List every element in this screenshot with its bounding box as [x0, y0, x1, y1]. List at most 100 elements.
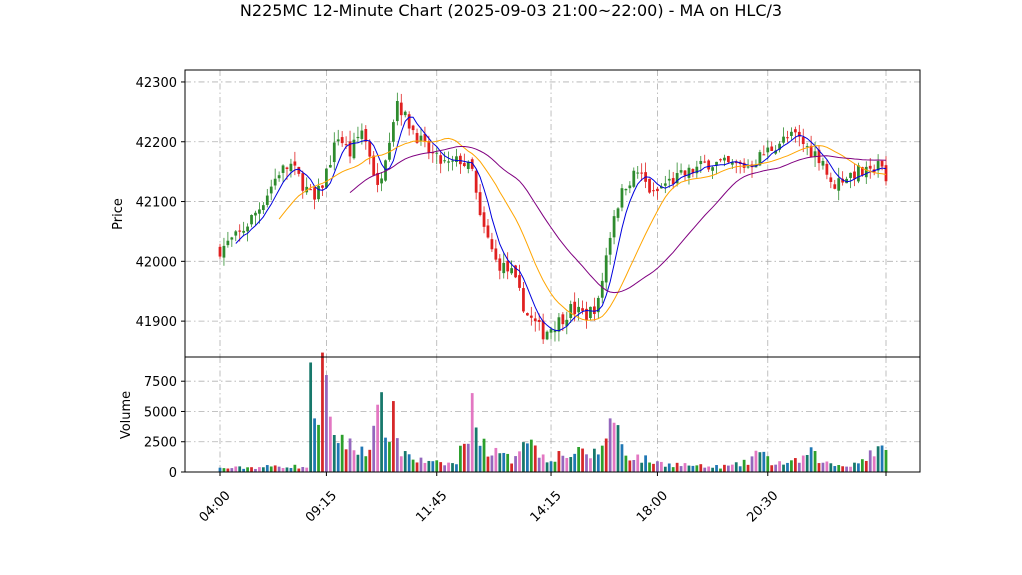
- volume-bar: [853, 462, 856, 472]
- candle-body: [470, 159, 474, 169]
- candle-body: [778, 143, 781, 150]
- volume-bar: [321, 352, 324, 472]
- volume-bar: [380, 392, 383, 472]
- volume-bar: [348, 438, 352, 472]
- candle-body: [313, 187, 316, 200]
- volume-bar: [860, 459, 864, 472]
- candle-body: [608, 237, 612, 255]
- volume-bar: [837, 465, 841, 472]
- volume-bar: [809, 447, 813, 472]
- candle-body: [380, 178, 383, 184]
- volume-bar: [494, 447, 498, 472]
- candle-body: [254, 212, 257, 216]
- volume-bar: [325, 375, 328, 472]
- volume-bar: [675, 462, 679, 472]
- price-grid: [185, 70, 920, 357]
- volume-bar: [336, 443, 340, 472]
- candle-body: [250, 214, 253, 225]
- candle-body: [636, 172, 640, 174]
- volume-bar: [297, 468, 301, 472]
- volume-bar: [226, 468, 230, 472]
- candle-body: [277, 175, 281, 179]
- volume-bar: [360, 446, 364, 472]
- chart-title: N225MC 12-Minute Chart (2025-09-03 21:00…: [240, 1, 782, 20]
- volume-bar: [506, 453, 510, 472]
- volume-bar: [277, 466, 281, 472]
- volume-bar: [486, 456, 490, 472]
- volume-bar: [845, 466, 848, 472]
- volume-tick-label: 7500: [144, 375, 177, 390]
- candle-body: [687, 167, 691, 178]
- volume-bar: [707, 466, 711, 472]
- candle-body: [533, 318, 537, 322]
- volume-bar: [821, 462, 825, 472]
- volume-bar: [419, 457, 423, 472]
- volume-bar: [880, 445, 884, 472]
- volume-bar: [884, 449, 888, 472]
- volume-bar: [407, 454, 411, 472]
- volume-bar: [703, 467, 707, 472]
- candle-body: [549, 329, 553, 333]
- volume-bar: [738, 466, 742, 472]
- volume-bar: [510, 463, 514, 472]
- candle-body: [218, 246, 222, 257]
- candle-body: [352, 139, 356, 159]
- volume-bar: [372, 425, 376, 472]
- volume-bar: [805, 454, 809, 472]
- volume-bar: [616, 425, 620, 472]
- volume-bar: [455, 464, 458, 472]
- candle-body: [589, 306, 592, 319]
- volume-bar: [427, 460, 431, 472]
- price-frame: [184, 69, 921, 358]
- candle-body: [494, 248, 498, 260]
- candle-body: [786, 137, 789, 139]
- candle-body: [325, 168, 328, 188]
- volume-bar: [285, 467, 289, 472]
- volume-grid: [185, 357, 920, 472]
- volume-bar: [600, 445, 604, 472]
- candle-body: [246, 226, 249, 232]
- volume-bar: [490, 455, 494, 472]
- price-tick-label: 42200: [136, 136, 177, 151]
- price-tick-label: 42100: [136, 196, 177, 211]
- volume-bar: [801, 455, 805, 472]
- volume-bar: [711, 467, 714, 472]
- candle-body: [289, 163, 293, 172]
- volume-panel: 0 2500 5000 7500 Volume: [119, 352, 921, 481]
- candle-body: [455, 156, 458, 163]
- volume-bar: [242, 468, 246, 472]
- volume-bar: [581, 448, 584, 472]
- candle-body: [715, 161, 718, 166]
- candle-body: [628, 185, 632, 189]
- volume-bar: [451, 463, 454, 472]
- volume-bar: [829, 463, 833, 472]
- candle-body: [498, 258, 502, 271]
- candle-body: [648, 178, 651, 193]
- x-tick-label: 20:30: [744, 488, 781, 525]
- volume-bar: [553, 461, 557, 472]
- volume-bar: [309, 362, 313, 472]
- volume-bar: [261, 467, 265, 472]
- candle-body: [699, 160, 703, 165]
- volume-bar: [754, 450, 758, 472]
- candle-body: [652, 190, 655, 192]
- volume-bar: [435, 460, 439, 472]
- candle-body: [258, 209, 261, 214]
- candle-body: [411, 125, 415, 131]
- candle-body: [514, 265, 517, 278]
- volume-bar: [758, 452, 762, 472]
- candle-body: [407, 114, 411, 129]
- candle-body: [557, 317, 561, 332]
- candle-body: [376, 172, 380, 185]
- volume-bars: [218, 352, 888, 472]
- volume-bar: [332, 434, 336, 472]
- candle-body: [265, 195, 269, 205]
- volume-bar: [281, 467, 285, 472]
- volume-bar: [624, 455, 628, 472]
- candle-body: [368, 141, 372, 157]
- candle-body: [790, 131, 793, 136]
- x-tick-label: 04:00: [197, 488, 234, 525]
- volume-bar: [813, 451, 817, 472]
- candle-body: [238, 230, 242, 232]
- volume-bar: [364, 456, 368, 472]
